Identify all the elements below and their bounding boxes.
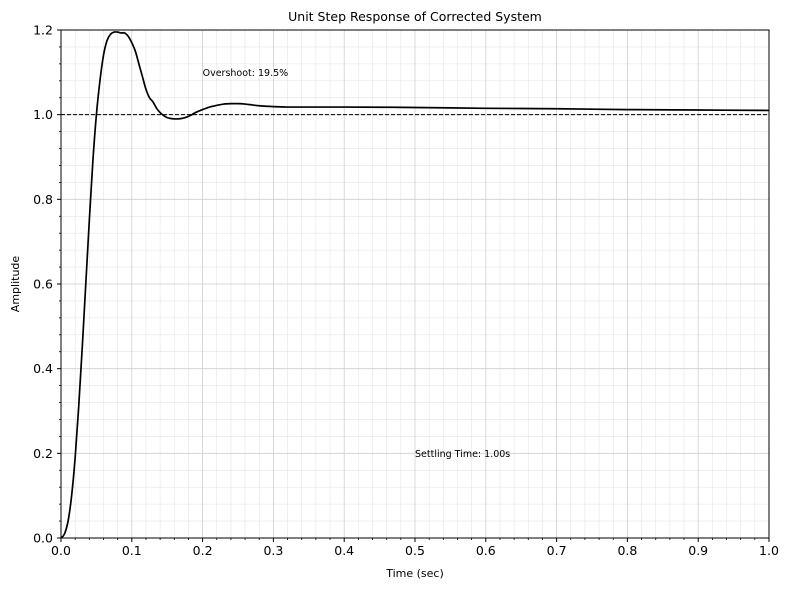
x-tick-label: 0.1 xyxy=(122,543,142,558)
y-tick-label: 0.2 xyxy=(33,446,53,461)
x-tick-label: 0.8 xyxy=(617,543,637,558)
y-tick-label: 0.0 xyxy=(33,531,53,546)
y-tick-label: 1.2 xyxy=(33,23,53,38)
annotation-overshoot: Overshoot: 19.5% xyxy=(203,68,289,79)
annotations: Overshoot: 19.5% Settling Time: 1.00s xyxy=(203,68,511,460)
x-tick-label: 0.2 xyxy=(193,543,213,558)
axis-ticks xyxy=(57,29,770,542)
x-tick-label: 0.4 xyxy=(334,543,354,558)
y-tick-label: 0.6 xyxy=(33,277,53,292)
y-axis-label: Amplitude xyxy=(9,256,22,313)
annotation-settling-time: Settling Time: 1.00s xyxy=(415,449,510,460)
y-tick-label: 1.0 xyxy=(33,107,53,122)
x-tick-label: 0.6 xyxy=(476,543,496,558)
y-tick-label: 0.4 xyxy=(33,361,53,376)
x-tick-label: 0.5 xyxy=(405,543,425,558)
y-tick-labels: 0.0 0.2 0.4 0.6 0.8 1.0 1.2 xyxy=(33,23,53,546)
x-tick-label: 0.3 xyxy=(263,543,283,558)
series-line-step-response xyxy=(60,31,770,539)
x-tick-label: 1.0 xyxy=(759,543,779,558)
x-axis-label: Time (sec) xyxy=(385,567,444,580)
y-tick-label: 0.8 xyxy=(33,192,53,207)
chart-title: Unit Step Response of Corrected System xyxy=(288,9,542,24)
x-tick-labels: 0.0 0.1 0.2 0.3 0.4 0.5 0.6 0.7 0.8 0.9 1.0 xyxy=(51,543,779,558)
x-tick-label: 0.0 xyxy=(51,543,71,558)
x-tick-label: 0.9 xyxy=(688,543,708,558)
x-tick-label: 0.7 xyxy=(547,543,567,558)
